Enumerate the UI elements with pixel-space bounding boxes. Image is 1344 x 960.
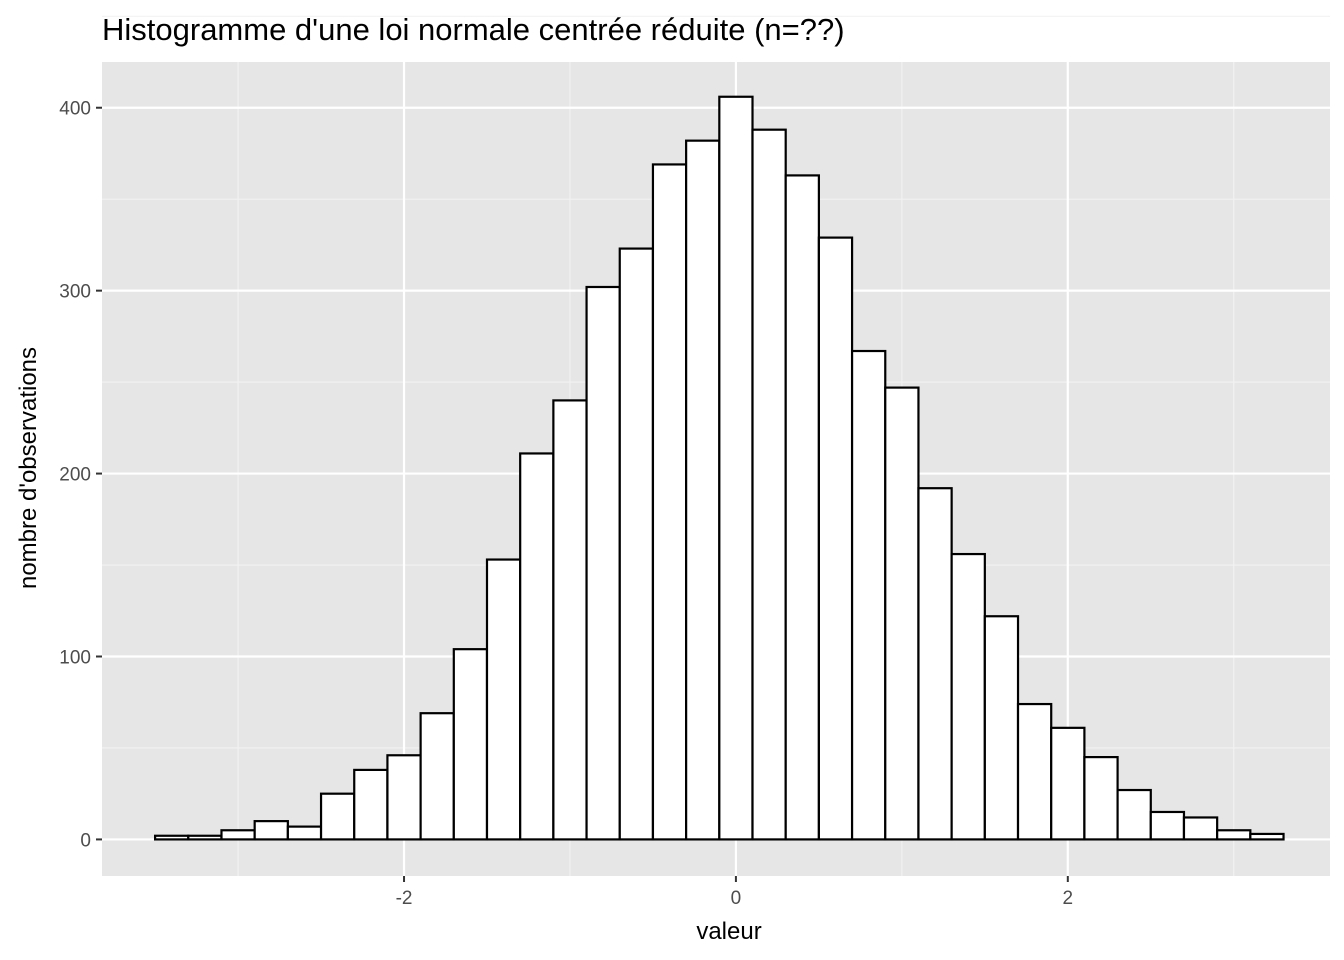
histogram-bar bbox=[519, 452, 555, 841]
x-axis-title: valeur bbox=[696, 918, 761, 945]
histogram-bar bbox=[1116, 788, 1152, 841]
histogram-bar bbox=[253, 820, 289, 841]
histogram-bar bbox=[884, 386, 920, 841]
histogram-bar bbox=[751, 128, 787, 841]
histogram-bar bbox=[1249, 832, 1285, 841]
histogram-bar bbox=[353, 768, 389, 841]
histogram-bar bbox=[850, 349, 887, 841]
histogram-bar bbox=[784, 174, 820, 841]
x-tick-label: 0 bbox=[731, 888, 742, 909]
x-tick-label: 2 bbox=[1063, 888, 1074, 909]
histogram-bar bbox=[718, 95, 754, 841]
histogram-bar bbox=[154, 834, 190, 841]
histogram-bar bbox=[1149, 810, 1186, 841]
y-tick-label: 400 bbox=[59, 99, 91, 120]
histogram-bar bbox=[485, 558, 522, 841]
x-tick-label: -2 bbox=[396, 888, 413, 909]
y-axis-ticks: 0 100 200 300 400 bbox=[59, 99, 102, 851]
histogram-bar bbox=[1016, 702, 1053, 841]
chart-title: Histogramme d'une loi normale centrée ré… bbox=[102, 12, 845, 47]
histogram-bar bbox=[685, 139, 721, 841]
histogram-bar bbox=[419, 712, 455, 841]
x-axis-ticks: -2 0 2 bbox=[396, 876, 1074, 909]
histogram-bar bbox=[386, 754, 422, 841]
histogram-bar bbox=[187, 834, 223, 841]
histogram-bar bbox=[817, 236, 854, 841]
histogram-bar bbox=[585, 285, 621, 841]
histogram-bar bbox=[1182, 816, 1219, 841]
histogram-bar bbox=[618, 247, 655, 841]
histogram-bar bbox=[1050, 726, 1086, 841]
histogram-bar bbox=[1216, 829, 1252, 841]
histogram-bar bbox=[1083, 756, 1119, 841]
histogram-bar bbox=[917, 487, 953, 841]
histogram-bars bbox=[154, 95, 1285, 841]
histogram-bar bbox=[651, 163, 688, 841]
histogram-bar bbox=[220, 829, 256, 841]
histogram-bar bbox=[286, 825, 323, 841]
histogram-bar bbox=[319, 792, 356, 841]
y-tick-label: 100 bbox=[59, 647, 91, 668]
histogram-bar bbox=[452, 648, 489, 841]
y-tick-label: 200 bbox=[59, 465, 91, 486]
histogram-bar bbox=[552, 399, 588, 841]
y-tick-label: 0 bbox=[80, 830, 91, 851]
y-axis-title: nombre d'observations bbox=[15, 347, 42, 589]
histogram-bar bbox=[983, 615, 1020, 841]
histogram-bar bbox=[950, 552, 986, 841]
y-tick-label: 300 bbox=[59, 282, 91, 303]
